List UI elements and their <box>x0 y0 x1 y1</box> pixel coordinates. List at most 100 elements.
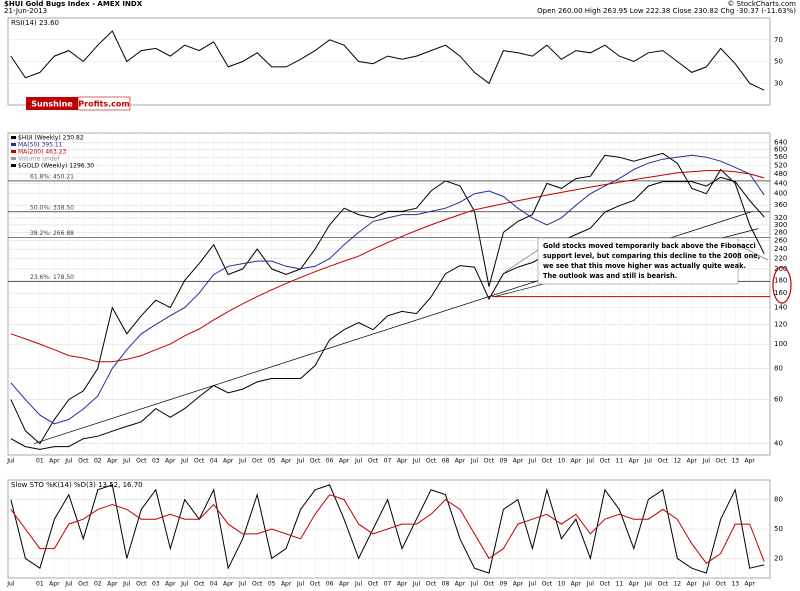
y-tick-label: 50 <box>774 525 783 533</box>
x-tick-label: Jul <box>6 581 15 588</box>
x-tick-label: 05 <box>268 458 276 465</box>
x-tick-label: Apr <box>745 581 756 588</box>
x-tick-label: Apr <box>687 458 698 465</box>
x-tick-label: Apr <box>339 581 350 588</box>
x-tick-label: Apr <box>455 458 466 465</box>
legend-entry: $HUI (Weekly) 230.82 <box>18 135 84 142</box>
series-line <box>10 154 765 425</box>
annotation-arrow <box>737 244 769 261</box>
x-tick-label: 11 <box>616 458 624 465</box>
x-tick-label: Oct <box>484 581 495 588</box>
y-tick-label: 20 <box>774 554 783 562</box>
fib-label: 50.0%: 338.50 <box>30 204 74 211</box>
x-tick-label: Jul <box>180 458 189 465</box>
y-tick-label: 120 <box>774 320 787 328</box>
x-tick-label: Oct <box>484 458 495 465</box>
annotation-text: support level, but comparing this declin… <box>543 252 760 260</box>
y-tick-label: 360 <box>774 201 787 209</box>
x-tick-label: Oct <box>136 581 147 588</box>
chart-title: $HUI Gold Bugs Index - AMEX INDX <box>4 0 143 8</box>
legend-entry: $GOLD (Weekly) 1296.30 <box>18 163 94 170</box>
series-line <box>10 30 765 91</box>
x-tick-label: Jul <box>586 458 595 465</box>
y-tick-label: 70 <box>774 36 783 44</box>
panel-label: Slow STO %K(14) %D(3) 13.52, 16.70 <box>11 481 143 489</box>
x-tick-label: Oct <box>136 458 147 465</box>
x-tick-label: Oct <box>542 581 553 588</box>
panel-label: RSI(14) 23.60 <box>11 19 59 27</box>
x-tick-label: 09 <box>500 581 508 588</box>
logo: Sunshine Profits.com <box>26 96 131 111</box>
y-tick-label: 80 <box>774 364 783 372</box>
x-tick-label: Apr <box>49 581 60 588</box>
x-tick-label: Apr <box>223 581 234 588</box>
x-tick-label: Jul <box>470 458 479 465</box>
x-tick-label: Apr <box>513 581 524 588</box>
x-tick-label: Jul <box>586 581 595 588</box>
x-tick-label: Oct <box>78 458 89 465</box>
x-tick-label: Oct <box>310 581 321 588</box>
annotation-text: we see that this move higher was actuall… <box>543 262 746 270</box>
x-tick-label: Oct <box>658 458 669 465</box>
annotation-box <box>537 237 739 285</box>
x-tick-label: Apr <box>571 581 582 588</box>
x-tick-label: Jul <box>296 458 305 465</box>
y-tick-label: 200 <box>774 265 787 273</box>
x-tick-label: Oct <box>368 458 379 465</box>
x-tick-label: 01 <box>36 458 44 465</box>
y-tick-label: 160 <box>774 289 787 297</box>
x-tick-label: 07 <box>384 458 392 465</box>
x-tick-label: Jul <box>528 458 537 465</box>
y-tick-label: 300 <box>774 221 787 229</box>
x-tick-label: 10 <box>558 581 566 588</box>
x-tick-label: 10 <box>558 458 566 465</box>
x-tick-label: Apr <box>455 581 466 588</box>
legend-swatch <box>11 136 16 139</box>
x-tick-label: Oct <box>310 458 321 465</box>
x-tick-label: Oct <box>252 458 263 465</box>
x-tick-label: Jul <box>296 581 305 588</box>
y-tick-label: 80 <box>774 496 783 504</box>
x-tick-label: 04 <box>210 458 218 465</box>
logo-box <box>26 97 78 110</box>
x-tick-label: Jul <box>702 581 711 588</box>
legend-swatch <box>11 157 16 160</box>
x-tick-label: 06 <box>326 458 334 465</box>
x-tick-label: 03 <box>152 458 160 465</box>
x-tick-label: Oct <box>78 581 89 588</box>
x-tick-label: Oct <box>658 581 669 588</box>
x-tick-label: Apr <box>745 458 756 465</box>
legend-swatch <box>11 164 16 167</box>
x-tick-label: Jul <box>238 458 247 465</box>
y-tick-label: 400 <box>774 190 787 198</box>
x-tick-label: Oct <box>716 581 727 588</box>
x-tick-label: Oct <box>426 458 437 465</box>
legend-entry: MA(50) 395.11 <box>18 142 63 149</box>
x-tick-label: 05 <box>268 581 276 588</box>
x-tick-label: Oct <box>368 581 379 588</box>
y-tick-label: 30 <box>774 79 783 87</box>
y-tick-label: 600 <box>774 146 787 154</box>
quote: Open 260.00 High 263.95 Low 222.38 Close… <box>537 7 796 15</box>
x-tick-label: Apr <box>281 581 292 588</box>
y-tick-label: 60 <box>774 396 783 404</box>
y-tick-label: 320 <box>774 214 787 222</box>
x-tick-label: Apr <box>223 458 234 465</box>
x-tick-label: Apr <box>281 458 292 465</box>
x-tick-label: Oct <box>600 458 611 465</box>
fib-label: 61.8%: 450.21 <box>30 173 74 180</box>
series-line <box>10 170 765 363</box>
x-tick-label: Oct <box>542 458 553 465</box>
series-line <box>10 176 765 450</box>
y-tick-label: 260 <box>774 236 787 244</box>
x-tick-label: Apr <box>107 581 118 588</box>
x-tick-label: 02 <box>94 458 102 465</box>
y-tick-label: 560 <box>774 153 787 161</box>
x-tick-label: Jul <box>644 581 653 588</box>
x-tick-label: 11 <box>616 581 624 588</box>
y-tick-label: 440 <box>774 179 787 187</box>
fib-label: 23.6%: 178.50 <box>30 274 74 281</box>
x-tick-label: Apr <box>397 581 408 588</box>
x-tick-label: Apr <box>165 458 176 465</box>
y-tick-label: 180 <box>774 276 787 284</box>
